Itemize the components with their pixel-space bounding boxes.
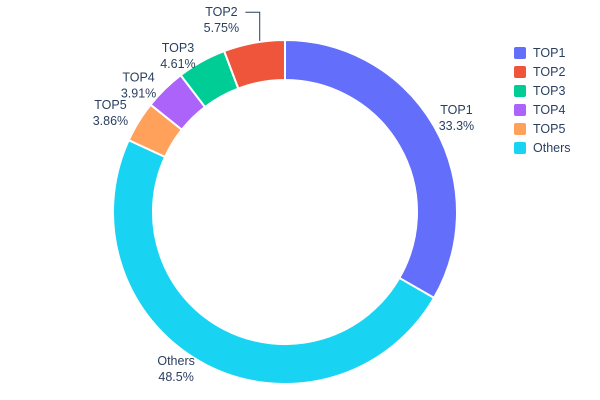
legend-item-top1[interactable]: TOP1 — [514, 47, 571, 59]
legend: TOP1 TOP2 TOP3 TOP4 TOP5 Others — [514, 47, 571, 154]
legend-swatch-icon — [514, 47, 526, 59]
legend-swatch-icon — [514, 104, 526, 116]
legend-item-top3[interactable]: TOP3 — [514, 85, 571, 97]
legend-swatch-icon — [514, 66, 526, 78]
legend-item-others[interactable]: Others — [514, 142, 571, 154]
legend-item-label: TOP1 — [533, 45, 566, 60]
slice-label-name: TOP5 — [94, 98, 126, 112]
slice-label-percent: 5.75% — [204, 21, 239, 35]
legend-item-label: TOP2 — [533, 64, 566, 79]
slice-label-percent: 3.91% — [121, 86, 156, 100]
slice-label-percent: 33.3% — [439, 119, 474, 133]
legend-item-label: TOP4 — [533, 102, 566, 117]
legend-item-top5[interactable]: TOP5 — [514, 123, 571, 135]
legend-item-label: Others — [533, 140, 571, 155]
pie-slice-others[interactable] — [112, 138, 436, 385]
slice-label-percent: 4.61% — [160, 57, 195, 71]
slice-label-name: Others — [157, 354, 195, 368]
legend-item-label: TOP3 — [533, 83, 566, 98]
slice-label-name: TOP3 — [162, 41, 194, 55]
legend-swatch-icon — [514, 123, 526, 135]
legend-item-label: TOP5 — [533, 121, 566, 136]
legend-item-top2[interactable]: TOP2 — [514, 66, 571, 78]
pie-slice-top2[interactable] — [222, 38, 286, 90]
label-leader-line — [245, 11, 261, 41]
slice-label-percent: 3.86% — [93, 114, 128, 128]
pie-slice-top1[interactable] — [284, 38, 458, 300]
legend-swatch-icon — [514, 142, 526, 154]
slice-label-name: TOP1 — [440, 103, 472, 117]
slice-label-name: TOP4 — [122, 70, 154, 84]
legend-swatch-icon — [514, 85, 526, 97]
legend-item-top4[interactable]: TOP4 — [514, 104, 571, 116]
slice-label-percent: 48.5% — [158, 370, 193, 384]
slice-label-name: TOP2 — [205, 5, 237, 19]
